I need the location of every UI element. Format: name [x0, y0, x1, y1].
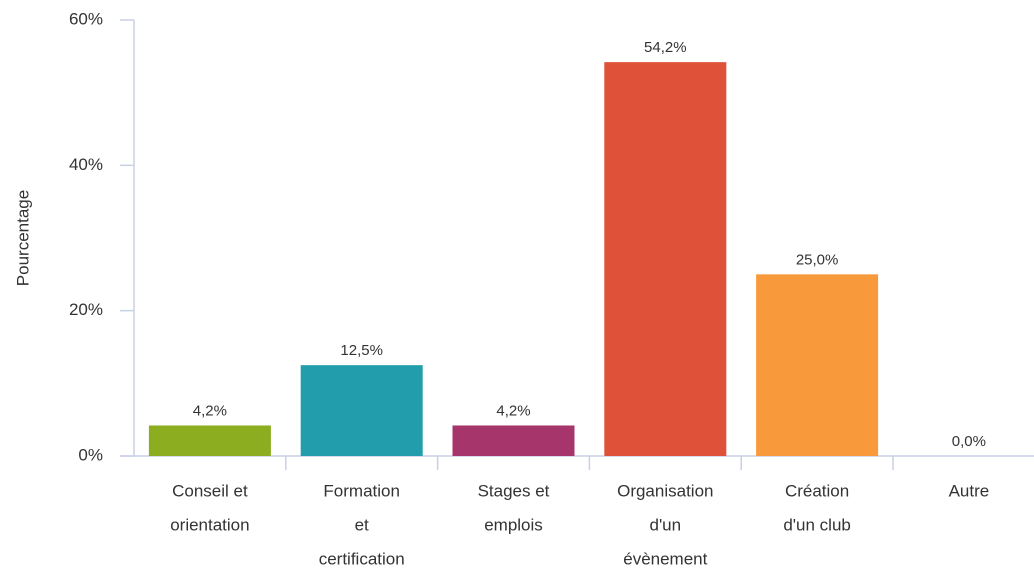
- y-tick-label: 0%: [78, 445, 103, 464]
- x-tick-label: Conseil et: [172, 481, 248, 500]
- x-tick-label: Autre: [949, 481, 990, 500]
- x-tick-label: Stages et: [478, 481, 550, 500]
- bar: [148, 425, 271, 456]
- y-tick-label: 40%: [69, 155, 103, 174]
- value-label: 4,2%: [193, 402, 227, 419]
- x-tick-label: d'un club: [783, 515, 851, 534]
- y-tick-label: 20%: [69, 300, 103, 319]
- x-tick-label: évènement: [623, 549, 707, 568]
- value-label: 25,0%: [796, 251, 839, 268]
- y-tick-label: 60%: [69, 9, 103, 28]
- bar: [300, 365, 423, 456]
- x-tick-label: et: [355, 515, 369, 534]
- bar: [756, 274, 879, 456]
- bar: [452, 425, 575, 456]
- x-tick-label: emplois: [484, 515, 543, 534]
- x-tick-label: Organisation: [617, 481, 713, 500]
- x-tick-label: Formation: [323, 481, 400, 500]
- x-tick-label: d'un: [649, 515, 681, 534]
- x-tick-label: Création: [785, 481, 849, 500]
- x-tick-label: certification: [319, 549, 405, 568]
- value-label: 12,5%: [340, 342, 383, 359]
- bar: [604, 62, 727, 456]
- y-axis-label: Pourcentage: [13, 190, 32, 286]
- value-label: 0,0%: [952, 433, 986, 450]
- x-tick-label: orientation: [170, 515, 249, 534]
- value-label: 54,2%: [644, 39, 687, 56]
- value-label: 4,2%: [496, 402, 530, 419]
